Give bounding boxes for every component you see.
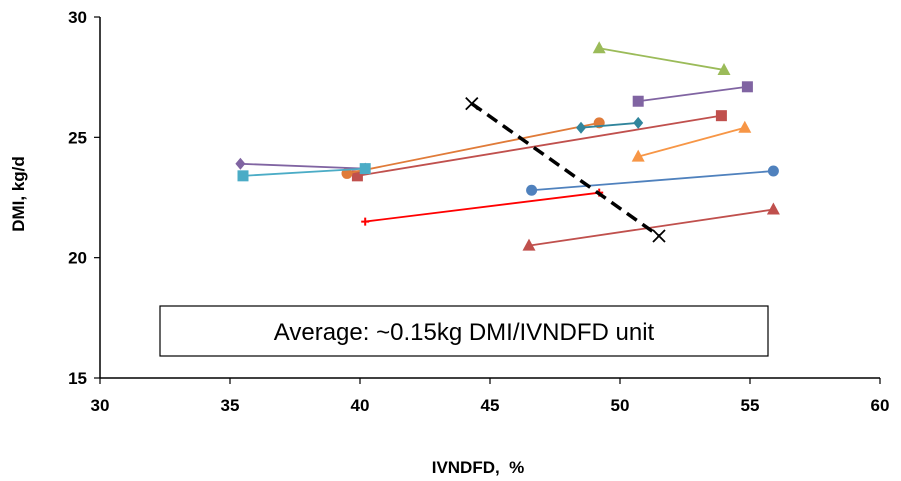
y-tick-label: 30 [68, 8, 87, 27]
data-point [741, 81, 753, 93]
series-line [637, 126, 746, 158]
series-line [528, 208, 774, 247]
x-tick-label: 55 [741, 396, 760, 415]
data-point [717, 62, 731, 75]
tick-marks [94, 16, 881, 384]
series-2 [632, 81, 753, 107]
data-point [361, 217, 370, 226]
series-line [638, 85, 748, 103]
data-point [465, 97, 479, 111]
data-point [633, 116, 644, 129]
data-point [522, 238, 536, 251]
data-point [738, 120, 752, 133]
annotation-box: Average: ~0.15kg DMI/IVNDFD unit [159, 305, 769, 357]
data-point [351, 170, 363, 182]
data-point [715, 110, 727, 122]
series-9 [526, 165, 779, 196]
x-tick-label: 35 [221, 396, 240, 415]
series-line [346, 122, 600, 175]
data-point [767, 165, 779, 177]
tick-labels: 30 35 40 45 50 55 60 15 20 25 30 [68, 8, 889, 415]
y-axis-title: DMI, kg/d [9, 156, 28, 232]
x-axis-title: IVNDFD, % [432, 458, 525, 477]
data-point [766, 202, 780, 215]
y-tick-label: 20 [68, 249, 87, 268]
series-5 [576, 116, 644, 134]
series-12 [465, 97, 666, 243]
data-point [652, 229, 666, 243]
series-line [357, 114, 722, 177]
data-point [237, 170, 249, 182]
data-point [632, 95, 644, 107]
data-point [592, 41, 606, 54]
series-7 [237, 163, 371, 182]
data-point [526, 184, 538, 196]
series-line [365, 191, 600, 223]
x-tick-label: 60 [871, 396, 890, 415]
annotation-frame [159, 305, 769, 357]
annotation-text: Average: ~0.15kg DMI/IVNDFD unit [274, 319, 655, 346]
series-1 [592, 41, 731, 75]
y-tick-label: 15 [68, 369, 87, 388]
series-line [240, 162, 366, 170]
data-point [235, 157, 246, 170]
series-line [580, 121, 639, 129]
x-tick-label: 45 [481, 396, 500, 415]
series-line [242, 167, 366, 177]
series-line [599, 47, 725, 71]
x-tick-label: 40 [351, 396, 370, 415]
data-point [359, 163, 371, 175]
series-10 [361, 188, 604, 226]
series-8 [631, 120, 752, 162]
series-11 [522, 202, 780, 251]
series-3 [351, 110, 727, 182]
series-line [470, 102, 661, 238]
y-tick-label: 25 [68, 128, 87, 147]
data-point [576, 121, 586, 134]
data-point [631, 149, 645, 162]
x-tick-label: 50 [611, 396, 630, 415]
series-layer [235, 41, 780, 251]
series-line [531, 170, 774, 192]
x-tick-label: 30 [91, 396, 110, 415]
